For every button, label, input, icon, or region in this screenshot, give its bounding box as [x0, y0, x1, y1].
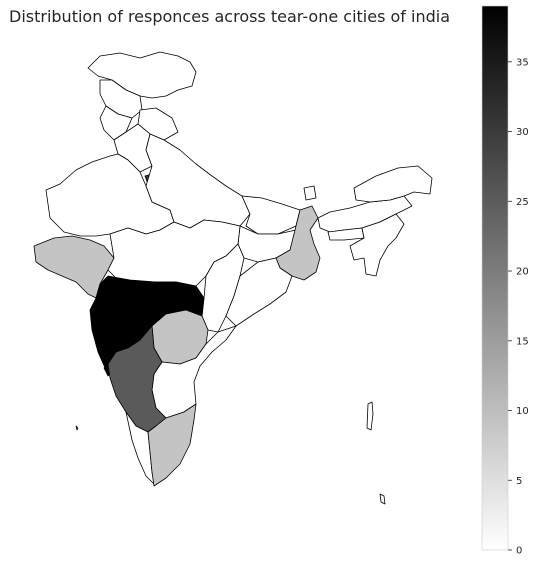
state-sikkim	[303, 185, 317, 201]
colorbar-tick-label: 0	[516, 546, 522, 557]
colorbar-tick-label: 10	[516, 406, 529, 417]
colorbar-tick-label: 15	[516, 336, 529, 347]
islands-nicobar	[379, 493, 386, 505]
islands-andaman	[366, 401, 374, 431]
map-title: Distribution of responces across tear-on…	[9, 7, 450, 26]
colorbar-gradient	[481, 5, 509, 551]
state-northeast-hills	[349, 213, 405, 277]
state-bihar	[241, 195, 301, 235]
colorbar-tick-label: 35	[516, 57, 529, 68]
state-tamil-nadu	[147, 403, 197, 487]
state-arunachal	[353, 165, 433, 203]
colorbar-tick-label: 20	[516, 267, 529, 278]
colorbar: 0 5 10 15 20 25 30 35	[481, 5, 529, 557]
colorbar-tick-label: 5	[516, 476, 522, 487]
colorbar-tick-label: 25	[516, 197, 529, 208]
state-himachal	[99, 79, 143, 119]
islands-lakshadweep	[75, 425, 79, 431]
state-odisha	[225, 257, 293, 327]
colorbar-tick-label: 30	[516, 127, 529, 138]
state-karnataka	[107, 325, 167, 433]
